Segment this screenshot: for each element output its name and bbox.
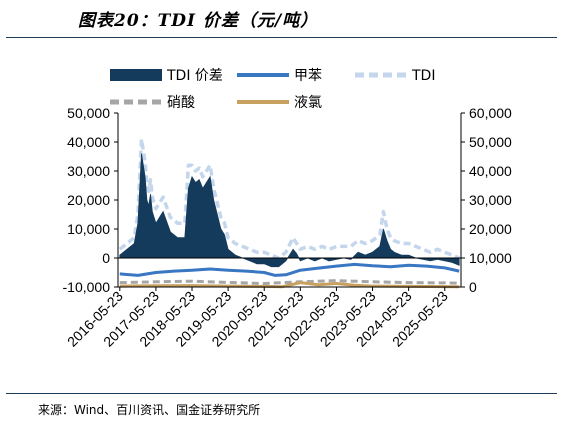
y-left-tick-label: 50,000 <box>67 105 110 121</box>
y-left-tick-label: 40,000 <box>67 134 110 150</box>
page-title: 图表20：TDI 价差（元/吨） <box>78 11 319 31</box>
series-2-line <box>119 262 460 277</box>
legend-item-4: 硝酸 <box>110 95 195 111</box>
y-left-tick-label: 20,000 <box>67 192 110 208</box>
y-left-tick-label: 30,000 <box>67 163 110 179</box>
top-rule <box>6 37 557 38</box>
legend-label: 甲苯 <box>294 67 322 84</box>
legend: TDI 价差 甲苯 TDI 硝酸 液氯 <box>110 67 435 111</box>
legend-label: TDI <box>411 68 435 84</box>
legend-label: 液氯 <box>294 95 322 111</box>
bottom-rule <box>6 393 557 394</box>
legend-item-3: TDI <box>355 68 435 84</box>
legend-item-2: 甲苯 <box>237 67 322 84</box>
series-4-line <box>119 279 460 285</box>
y-right-tick-label: 30,000 <box>469 192 512 208</box>
legend-label: TDI 价差 <box>166 68 223 84</box>
y-right-tick-label: 10,000 <box>469 250 512 266</box>
legend-item-1: TDI 价差 <box>110 68 223 84</box>
series-3-line <box>118 137 460 260</box>
legend-label: 硝酸 <box>167 95 195 111</box>
legend-swatch <box>110 69 162 81</box>
axes: 50,000 40,000 30,000 20,000 10,000 0 -10,000 60… <box>63 105 513 350</box>
legend-item-5: 液氯 <box>237 95 322 111</box>
y-right-tick-label: 20,000 <box>469 221 512 237</box>
series-1-area <box>119 153 460 268</box>
y-left-tick-label: 10,000 <box>67 221 110 237</box>
series-5-line <box>119 281 460 289</box>
y-right-tick-label: 40,000 <box>469 163 512 179</box>
y-right-tick-label: 60,000 <box>469 105 512 121</box>
y-left-tick-label: 0 <box>102 250 110 266</box>
y-right-tick-label: 0 <box>469 279 477 295</box>
y-left-tick-label: -10,000 <box>63 279 111 295</box>
source-note: 来源：Wind、百川资讯、国金证券研究所 <box>38 403 261 417</box>
y-right-tick-label: 50,000 <box>469 134 512 150</box>
plot-area <box>118 137 460 289</box>
